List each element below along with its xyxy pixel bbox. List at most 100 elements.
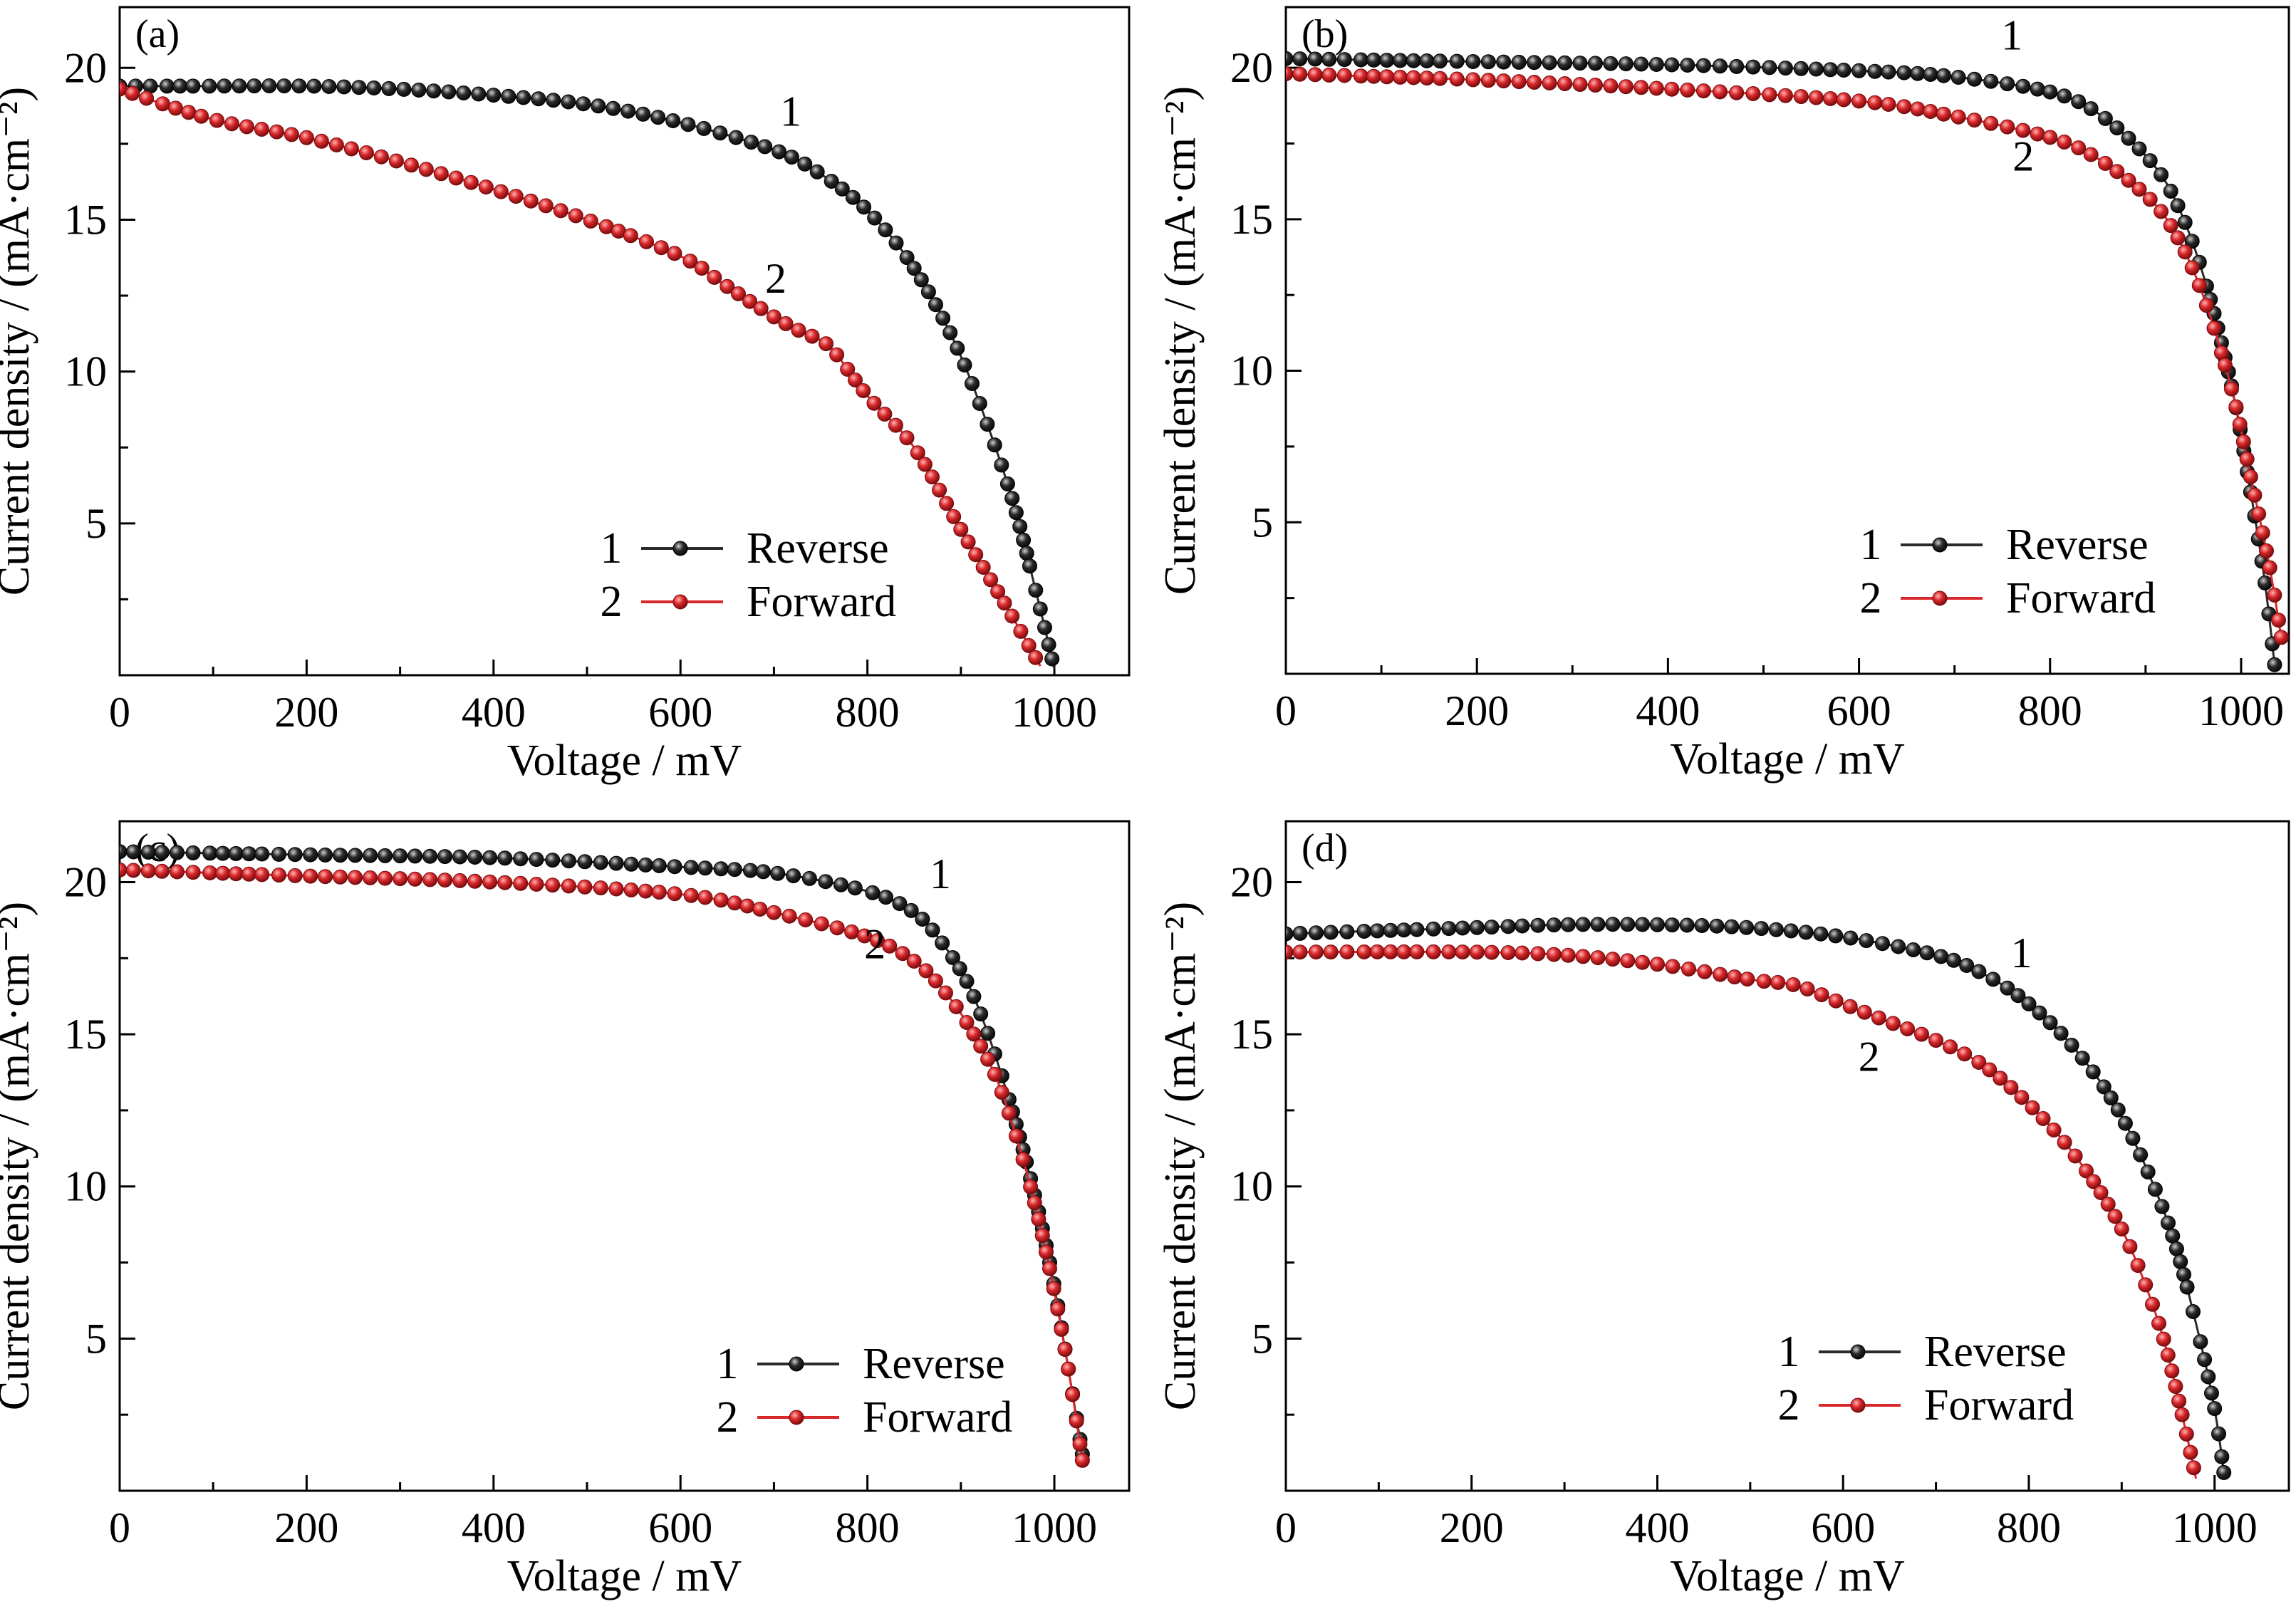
data-point <box>966 1026 982 1042</box>
data-point <box>529 877 544 892</box>
data-point <box>1799 981 1815 996</box>
data-point <box>2243 469 2258 484</box>
data-point <box>1633 56 1649 72</box>
data-point <box>433 166 449 182</box>
data-point <box>847 880 863 896</box>
data-point <box>1724 919 1740 934</box>
data-point <box>2030 81 2045 97</box>
data-point <box>1546 947 1562 962</box>
data-point <box>1012 519 1028 534</box>
data-point <box>1530 917 1546 933</box>
data-point <box>1695 83 1711 99</box>
data-point <box>1923 67 1938 82</box>
data-point <box>1042 1261 1057 1276</box>
data-point <box>2093 1185 2109 1200</box>
data-point <box>972 396 987 411</box>
data-point <box>1356 944 1372 959</box>
data-point <box>766 905 781 920</box>
data-point <box>1292 51 1308 67</box>
data-point <box>1032 601 1048 617</box>
data-point <box>508 189 524 204</box>
data-point <box>366 80 382 95</box>
data-point <box>895 946 910 962</box>
data-point <box>840 361 856 377</box>
data-point <box>973 1006 989 1022</box>
panel-tag: (b) <box>1302 12 1348 56</box>
data-point <box>910 445 925 461</box>
data-point <box>957 357 972 373</box>
data-point <box>1681 962 1696 977</box>
data-point <box>844 924 860 939</box>
data-point <box>343 141 359 157</box>
data-point <box>639 234 654 249</box>
data-point <box>2214 1449 2230 1464</box>
data-point <box>753 301 769 316</box>
y-tick-label: 10 <box>1230 1163 1273 1210</box>
data-point <box>2147 1182 2163 1197</box>
data-point <box>856 383 871 398</box>
data-point <box>899 250 915 266</box>
data-point <box>1871 1010 1886 1026</box>
data-point <box>2176 1266 2191 1282</box>
data-point <box>2100 1197 2116 1212</box>
y-tick-label: 5 <box>85 1315 107 1362</box>
data-point <box>1665 959 1681 974</box>
legend-number: 2 <box>601 578 623 626</box>
y-tick-label: 20 <box>1230 44 1273 91</box>
data-point <box>2273 630 2289 645</box>
data-point <box>422 872 438 887</box>
data-point <box>938 985 953 1001</box>
data-point <box>1396 922 1412 938</box>
data-point <box>2000 980 2015 996</box>
data-point <box>482 850 498 865</box>
data-point <box>2042 84 2058 100</box>
data-point <box>2251 506 2267 522</box>
x-tick-label: 1000 <box>2172 1504 2258 1551</box>
data-point <box>1783 923 1799 939</box>
data-point <box>742 863 758 878</box>
data-point <box>1484 920 1500 935</box>
data-point <box>766 309 781 325</box>
data-point <box>994 457 1009 473</box>
data-point <box>1936 68 1951 83</box>
data-point <box>1323 944 1339 960</box>
data-point <box>1588 56 1603 71</box>
panel-b: 0 200 400 600 800 1000 5 10 15 20 Voltage / mV Curr… <box>1156 6 2290 783</box>
data-point <box>172 78 188 94</box>
data-point <box>667 859 682 875</box>
data-point <box>1469 944 1485 960</box>
data-point <box>1983 73 1999 89</box>
x-tick-label: 400 <box>462 689 526 736</box>
data-point <box>1745 86 1761 101</box>
data-point <box>561 878 576 894</box>
data-point <box>1496 73 1512 89</box>
data-point <box>1697 964 1713 979</box>
data-point <box>882 938 898 954</box>
data-point <box>2025 1100 2040 1115</box>
data-point <box>154 845 170 860</box>
data-point <box>1449 53 1465 69</box>
data-point <box>829 920 845 936</box>
data-point <box>1768 922 1784 937</box>
legend-label: Forward <box>2006 574 2156 623</box>
data-point <box>1605 952 1621 967</box>
x-tick-label: 800 <box>836 1504 900 1551</box>
data-point <box>1793 89 1809 105</box>
data-point <box>1321 67 1337 83</box>
data-point <box>215 865 231 881</box>
data-point <box>1814 987 1829 1003</box>
data-point <box>1851 93 1867 109</box>
data-point <box>809 164 825 179</box>
data-point <box>348 870 363 885</box>
series-reverse <box>120 78 1060 670</box>
x-tick-label: 200 <box>1440 1504 1504 1551</box>
x-tick-label: 400 <box>462 1504 526 1551</box>
data-point <box>396 81 412 97</box>
data-point <box>683 860 699 875</box>
data-point <box>1500 919 1516 934</box>
curve-label: 1 <box>2001 12 2022 59</box>
data-point <box>1515 945 1530 961</box>
data-point <box>1950 109 1966 125</box>
data-point <box>463 175 479 190</box>
data-point <box>1919 945 1935 961</box>
